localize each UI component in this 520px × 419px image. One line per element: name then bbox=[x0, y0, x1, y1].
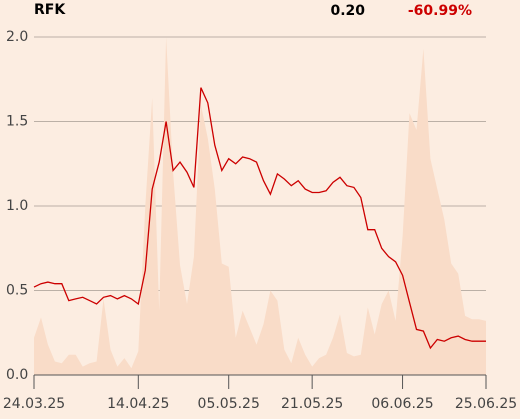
x-tick-label: 14.04.25 bbox=[107, 396, 169, 412]
y-tick-label: 0.0 bbox=[6, 367, 28, 383]
change: -60.99% bbox=[408, 3, 472, 19]
y-tick-label: 1.0 bbox=[6, 198, 28, 214]
y-tick-label: 0.5 bbox=[6, 283, 28, 299]
y-tick-label: 1.5 bbox=[6, 114, 28, 130]
plot bbox=[33, 37, 486, 375]
price-line bbox=[33, 87, 486, 350]
last-value: 0.20 bbox=[330, 3, 365, 19]
x-tick-label: 24.03.25 bbox=[3, 396, 65, 412]
x-tick-label: 21.05.25 bbox=[281, 396, 343, 412]
volume-area bbox=[34, 37, 486, 375]
x-tick-label: 05.05.25 bbox=[198, 396, 260, 412]
y-tick-label: 2.0 bbox=[6, 29, 28, 45]
x-tick-label: 06.06.25 bbox=[371, 396, 433, 412]
chart-title: RFK bbox=[34, 2, 66, 18]
x-tick-label: 25.06.25 bbox=[455, 396, 517, 412]
